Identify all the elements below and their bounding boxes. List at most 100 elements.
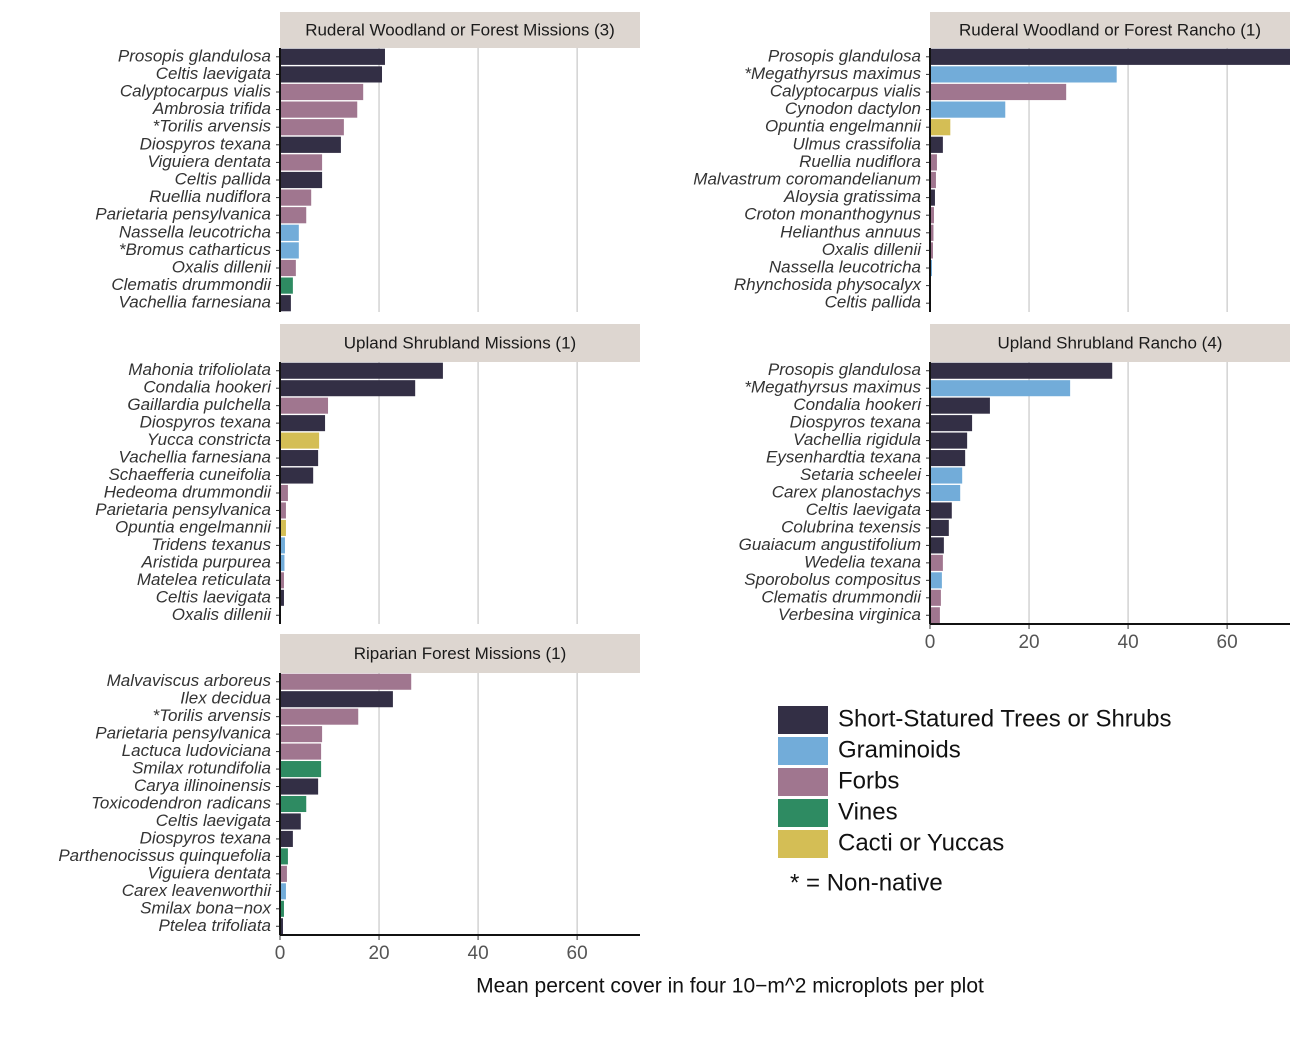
x-tick-label: 0 (925, 632, 936, 653)
bar (280, 259, 296, 277)
x-tick-label: 60 (1217, 632, 1238, 653)
bar (930, 101, 1006, 118)
y-tick-label: Malvaviscus arboreus (107, 671, 272, 690)
y-tick-label: Verbesina virginica (778, 605, 921, 624)
bar (280, 207, 307, 224)
bar (280, 242, 299, 259)
bar (280, 726, 323, 743)
y-tick-label: Matelea reticulata (137, 570, 271, 589)
bar (930, 224, 934, 241)
y-tick-label: Celtis laevigata (156, 811, 271, 830)
bar (280, 171, 323, 189)
legend-swatch (778, 768, 828, 796)
y-tick-label: *Megathyrsus maximus (744, 64, 921, 83)
panel-title: Upland Shrubland Rancho (4) (998, 333, 1223, 352)
bar (280, 848, 288, 865)
x-tick-label: 20 (368, 943, 389, 964)
bar (280, 101, 358, 118)
bar (280, 397, 329, 414)
bar (930, 467, 963, 484)
bar (280, 865, 287, 882)
bar (280, 119, 344, 136)
bars (930, 48, 1290, 312)
y-tick-label: Yucca constricta (147, 430, 271, 449)
y-tick-label: Aristida purpurea (141, 552, 271, 571)
bar (280, 519, 286, 536)
legend-swatch (778, 799, 828, 827)
bar (280, 450, 319, 467)
bar (930, 484, 961, 502)
bars (280, 48, 385, 312)
y-tick-label: Colubrina texensis (781, 517, 921, 536)
y-tick-label: Oxalis dillenii (822, 240, 922, 259)
panel-title: Riparian Forest Missions (1) (354, 644, 567, 663)
y-tick-label: Tridens texanus (151, 535, 271, 554)
y-tick-label: Ilex decidua (180, 689, 271, 708)
y-tick-label: Rhynchosida physocalyx (734, 275, 922, 294)
panel-title: Ruderal Woodland or Forest Rancho (1) (959, 20, 1261, 39)
bar (930, 589, 941, 606)
y-tick-label: Celtis laevigata (156, 587, 271, 606)
y-tick-label: Parietaria pensylvanica (95, 205, 271, 224)
y-tick-label: Cynodon dactylon (785, 99, 921, 118)
bar (280, 589, 284, 606)
bar (930, 119, 951, 136)
y-tick-label: Clematis drummondii (111, 275, 272, 294)
y-tick-label: Diospyros texana (140, 828, 271, 847)
y-tick-label: Vachellia farnesiana (119, 448, 271, 467)
x-tick-label: 60 (567, 943, 588, 964)
y-tick-label: Guaiacum angustifolium (739, 535, 921, 554)
y-tick-label: Calyptocarpus vialis (770, 81, 922, 100)
y-tick-label: Wedelia texana (804, 552, 921, 571)
y-tick-label: Ulmus crassifolia (793, 134, 921, 153)
bar (280, 761, 322, 778)
y-tick-label: Aloysia gratissima (783, 187, 921, 206)
bars (930, 362, 1113, 624)
y-tick-label: *Torilis arvensis (153, 117, 272, 136)
y-tick-label: Celtis laevigata (156, 64, 271, 83)
legend-swatch (778, 706, 828, 734)
y-tick-label: Celtis pallida (175, 169, 271, 188)
y-tick-label: Nassella leucotricha (769, 257, 921, 276)
legend-note: * = Non-native (790, 869, 943, 896)
y-tick-label: Diospyros texana (140, 134, 271, 153)
y-tick-label: Smilax rotundifolia (132, 759, 271, 778)
bar (280, 415, 326, 432)
y-tick-label: Mahonia trifoliolata (128, 360, 271, 379)
y-tick-label: Prosopis glandulosa (118, 46, 271, 65)
y-tick-label: Nassella leucotricha (119, 222, 271, 241)
bar (930, 189, 935, 206)
y-tick-label: Opuntia engelmannii (115, 517, 272, 536)
panel-title: Upland Shrubland Missions (1) (344, 333, 576, 352)
legend-swatch (778, 830, 828, 858)
y-tick-label: Oxalis dillenii (172, 605, 272, 624)
bar (930, 83, 1067, 101)
bar (930, 554, 943, 571)
panel-title: Ruderal Woodland or Forest Missions (3) (305, 20, 615, 39)
bar (280, 900, 284, 917)
strip (930, 12, 1290, 48)
strip (280, 324, 640, 362)
bar (280, 432, 320, 449)
legend-label: Short-Statured Trees or Shrubs (838, 705, 1172, 732)
y-tick-label: Sporobolus compositus (744, 570, 921, 589)
y-tick-label: Condalia hookeri (793, 395, 922, 414)
y-tick-label: Schaefferia cuneifolia (108, 465, 271, 484)
y-tick-label: Vachellia rigidula (793, 430, 921, 449)
strip (930, 324, 1290, 362)
bar (280, 502, 286, 519)
y-tick-label: Carex planostachys (772, 482, 922, 501)
y-tick-label: Celtis pallida (825, 293, 921, 312)
y-tick-label: Parietaria pensylvanica (95, 724, 271, 743)
bar (930, 415, 973, 432)
bar (280, 830, 293, 847)
bar (280, 554, 285, 571)
y-tick-label: Viguiera dentata (147, 152, 271, 171)
bar (280, 48, 385, 65)
legend-label: Vines (838, 798, 898, 825)
y-tick-label: Ptelea trifoliata (159, 916, 271, 935)
bar (930, 432, 968, 449)
bar (930, 207, 934, 224)
y-tick-label: Oxalis dillenii (172, 257, 272, 276)
